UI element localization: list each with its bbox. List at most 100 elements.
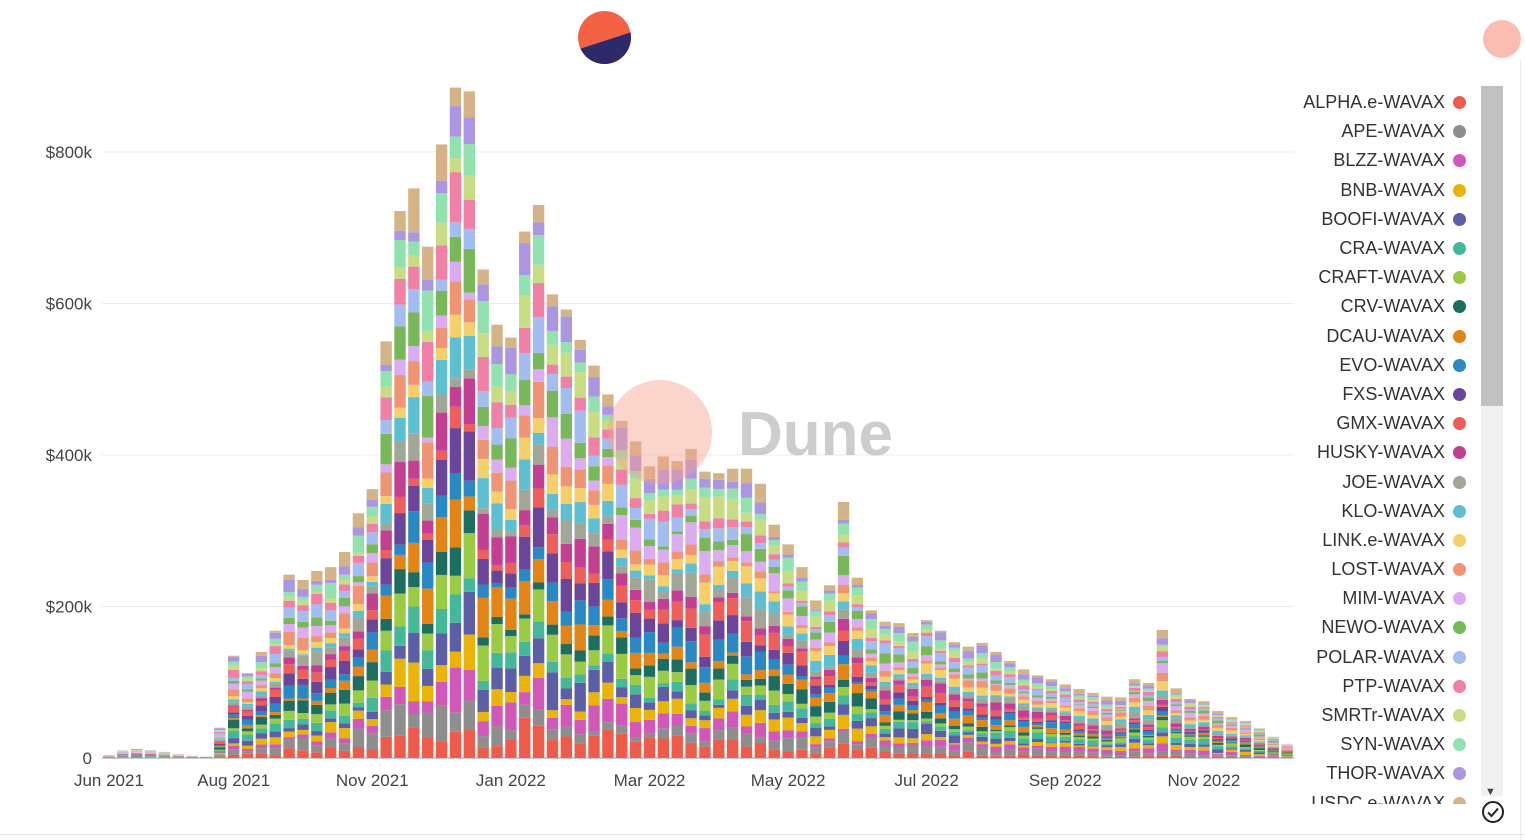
bar-segment[interactable] [1004, 674, 1015, 677]
bar-segment[interactable] [1046, 691, 1057, 694]
bar-segment[interactable] [1212, 742, 1223, 743]
bar-segment[interactable] [1101, 715, 1112, 718]
bar-segment[interactable] [866, 689, 877, 691]
bar-segment[interactable] [436, 328, 447, 348]
bar-segment[interactable] [1171, 729, 1182, 730]
bar-segment[interactable] [727, 557, 738, 561]
bar-segment[interactable] [1087, 715, 1098, 718]
legend-item[interactable]: USDC.e-WAVAX [1296, 789, 1474, 805]
bar-segment[interactable] [353, 611, 364, 618]
bar-segment[interactable] [422, 540, 433, 563]
bar-segment[interactable] [491, 617, 502, 624]
bar-segment[interactable] [699, 667, 710, 683]
bar-segment[interactable] [1046, 737, 1057, 743]
bar-segment[interactable] [1157, 651, 1168, 657]
bar-segment[interactable] [796, 750, 807, 758]
bar-segment[interactable] [893, 627, 904, 633]
bar-segment[interactable] [644, 632, 655, 653]
bar-segment[interactable] [921, 620, 932, 622]
bar-segment[interactable] [450, 262, 461, 282]
bar-segment[interactable] [769, 731, 780, 740]
bar-segment[interactable] [1143, 736, 1154, 738]
bar-segment[interactable] [935, 664, 946, 667]
bar-segment[interactable] [741, 674, 752, 679]
bar-segment[interactable] [367, 507, 378, 517]
bar-segment[interactable] [270, 744, 281, 748]
bar-segment[interactable] [422, 650, 433, 669]
bar-segment[interactable] [1226, 735, 1237, 736]
bar-segment[interactable] [367, 662, 378, 680]
bar-segment[interactable] [270, 678, 281, 682]
bar-segment[interactable] [1240, 739, 1251, 740]
bar-segment[interactable] [491, 571, 502, 583]
bar-segment[interactable] [866, 738, 877, 748]
bar-segment[interactable] [339, 646, 350, 651]
bar-segment[interactable] [1018, 680, 1029, 684]
bar-segment[interactable] [672, 736, 683, 758]
bar-segment[interactable] [1004, 661, 1015, 663]
bar-segment[interactable] [270, 631, 281, 633]
bar-segment[interactable] [838, 609, 849, 618]
bar-segment[interactable] [685, 711, 696, 719]
bar-segment[interactable] [408, 714, 419, 727]
bar-segment[interactable] [1268, 755, 1279, 756]
bar-segment[interactable] [921, 734, 932, 740]
bar-segment[interactable] [1004, 696, 1015, 697]
bar-segment[interactable] [1157, 743, 1168, 751]
bar-segment[interactable] [1046, 686, 1057, 690]
bar-segment[interactable] [519, 525, 530, 537]
bar-segment[interactable] [131, 754, 142, 755]
bar-segment[interactable] [228, 696, 239, 699]
bar-segment[interactable] [741, 469, 752, 484]
bar-segment[interactable] [422, 247, 433, 280]
bar-segment[interactable] [1032, 718, 1043, 721]
bar-segment[interactable] [976, 747, 987, 755]
legend-item[interactable]: BOOFI-WAVAX [1296, 205, 1474, 234]
bar-segment[interactable] [824, 702, 835, 713]
bar-segment[interactable] [685, 573, 696, 597]
bar-segment[interactable] [1018, 745, 1029, 747]
bar-segment[interactable] [1171, 727, 1182, 728]
bar-segment[interactable] [228, 662, 239, 666]
bar-segment[interactable] [1115, 717, 1126, 720]
bar-segment[interactable] [256, 688, 267, 691]
bar-segment[interactable] [935, 740, 946, 747]
bar-segment[interactable] [214, 730, 225, 731]
bar-segment[interactable] [1254, 746, 1265, 747]
bar-segment[interactable] [1004, 713, 1015, 720]
bar-segment[interactable] [976, 756, 987, 758]
bar-segment[interactable] [644, 602, 655, 609]
bar-segment[interactable] [408, 486, 419, 511]
bar-segment[interactable] [879, 635, 890, 641]
bar-segment[interactable] [283, 618, 294, 624]
bar-segment[interactable] [644, 519, 655, 540]
bar-segment[interactable] [921, 740, 932, 746]
bar-segment[interactable] [1115, 711, 1126, 713]
bar-segment[interactable] [283, 608, 294, 618]
bar-segment[interactable] [270, 755, 281, 758]
bar-segment[interactable] [907, 633, 918, 637]
bar-segment[interactable] [810, 611, 821, 616]
bar-segment[interactable] [1087, 737, 1098, 739]
bar-segment[interactable] [1129, 691, 1140, 692]
bar-segment[interactable] [824, 591, 835, 594]
legend-item[interactable]: NEWO-WAVAX [1296, 613, 1474, 642]
bar-segment[interactable] [1073, 711, 1084, 716]
bar-segment[interactable] [1212, 746, 1223, 749]
bar-segment[interactable] [1281, 751, 1292, 752]
bar-segment[interactable] [380, 710, 391, 736]
bar-segment[interactable] [782, 665, 793, 675]
bar-segment[interactable] [810, 717, 821, 723]
bar-segment[interactable] [339, 633, 350, 637]
bar-segment[interactable] [561, 579, 572, 611]
bar-segment[interactable] [685, 669, 696, 685]
bar-segment[interactable] [685, 703, 696, 710]
bar-segment[interactable] [380, 650, 391, 671]
bar-segment[interactable] [214, 733, 225, 735]
bar-segment[interactable] [505, 536, 516, 563]
bar-segment[interactable] [214, 732, 225, 733]
bar-segment[interactable] [602, 484, 613, 501]
bar-segment[interactable] [311, 693, 322, 701]
bar-segment[interactable] [949, 692, 960, 694]
bar-segment[interactable] [380, 558, 391, 584]
